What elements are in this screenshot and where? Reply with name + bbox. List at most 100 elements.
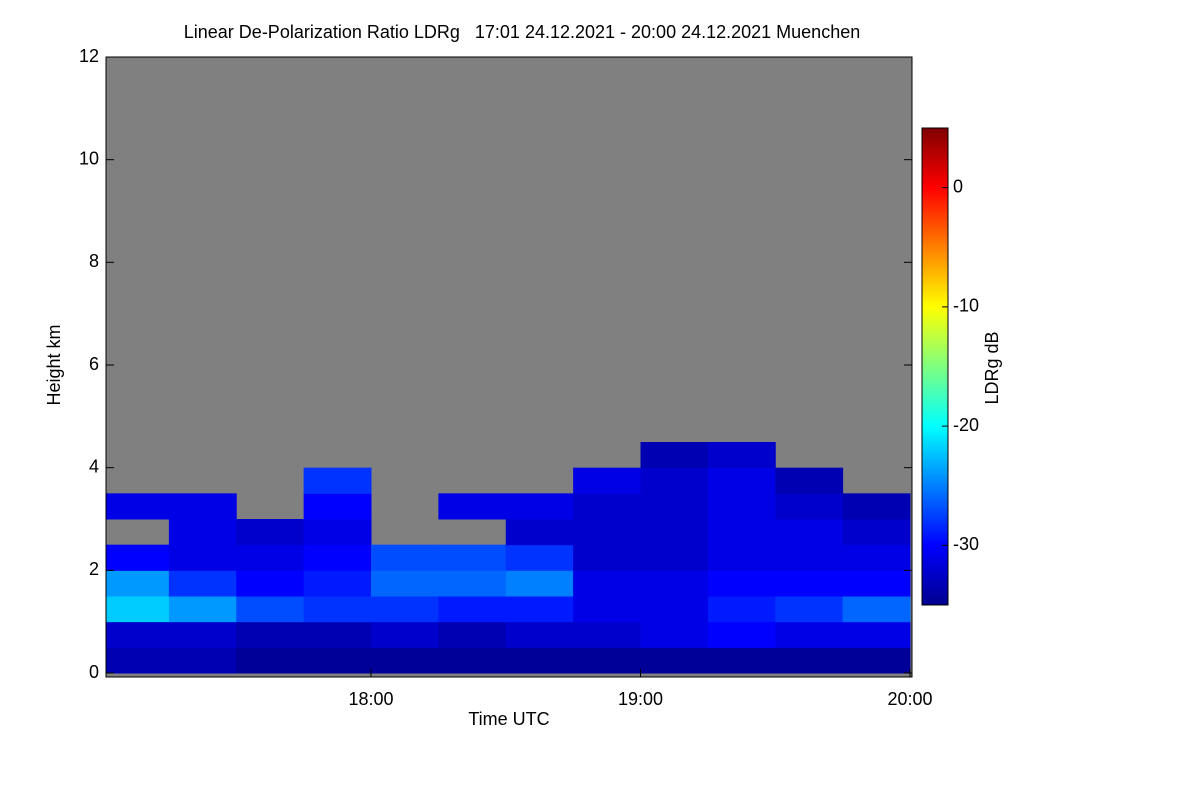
- heatmap-cell: [707, 467, 776, 494]
- heatmap: [106, 442, 911, 674]
- axes: 0 2 4 6 8 10 12 18:00 19:00 20:00 0 -10 -20 -30: [79, 46, 979, 709]
- heatmap-cell: [775, 596, 844, 623]
- heatmap-cell: [775, 467, 844, 494]
- heatmap-cell: [303, 519, 372, 546]
- heatmap-cell: [775, 621, 844, 648]
- heatmap-cell: [438, 544, 507, 571]
- heatmap-cell: [303, 544, 372, 571]
- heatmap-cell: [842, 519, 911, 546]
- heatmap-cell: [573, 621, 641, 648]
- heatmap-cell: [505, 493, 574, 520]
- heatmap-cell: [370, 544, 439, 571]
- heatmap-cell: [775, 570, 844, 597]
- x-tick-label: 19:00: [618, 689, 663, 709]
- heatmap-cell: [640, 544, 709, 571]
- heatmap-cell: [236, 621, 305, 648]
- heatmap-cell: [707, 647, 776, 674]
- heatmap-cell: [505, 570, 574, 597]
- heatmap-cell: [505, 519, 574, 546]
- heatmap-cell: [236, 544, 305, 571]
- heatmap-cell: [438, 493, 507, 520]
- heatmap-cell: [106, 621, 170, 648]
- heatmap-cell: [303, 570, 372, 597]
- plot-frame: [105, 56, 913, 678]
- heatmap-cell: [438, 647, 507, 674]
- heatmap-cell: [106, 570, 170, 597]
- colorbar-tick-label: -20: [953, 415, 979, 435]
- heatmap-cell: [438, 596, 507, 623]
- heatmap-cell: [303, 647, 372, 674]
- heatmap-cell: [775, 519, 844, 546]
- x-axis-label: Time UTC: [468, 709, 549, 729]
- heatmap-cell: [775, 544, 844, 571]
- heatmap-cell: [640, 647, 709, 674]
- heatmap-cell: [168, 621, 237, 648]
- heatmap-cell: [168, 596, 237, 623]
- heatmap-cell: [106, 647, 170, 674]
- heatmap-cell: [168, 493, 237, 520]
- heatmap-cell: [842, 570, 911, 597]
- heatmap-cell: [370, 570, 439, 597]
- heatmap-cell: [505, 621, 574, 648]
- heatmap-cell: [640, 596, 709, 623]
- heatmap-cell: [640, 570, 709, 597]
- heatmap-cell: [775, 493, 844, 520]
- heatmap-cell: [573, 493, 641, 520]
- heatmap-cell: [573, 570, 641, 597]
- heatmap-cell: [438, 570, 507, 597]
- chart-title: Linear De-Polarization Ratio LDRg 17:01 …: [184, 22, 860, 42]
- heatmap-cell: [168, 519, 237, 546]
- heatmap-cell: [640, 621, 709, 648]
- heatmap-cell: [842, 621, 911, 648]
- heatmap-cell: [303, 621, 372, 648]
- x-tick-label: 20:00: [887, 689, 932, 709]
- colorbar-tick-label: -30: [953, 534, 979, 554]
- heatmap-cell: [707, 519, 776, 546]
- x-tick-label: 18:00: [348, 689, 393, 709]
- heatmap-cell: [640, 493, 709, 520]
- y-tick-label: 0: [89, 662, 99, 682]
- colorbar: [921, 127, 949, 606]
- heatmap-cell: [842, 647, 911, 674]
- heatmap-cell: [370, 596, 439, 623]
- heatmap-cell: [505, 544, 574, 571]
- heatmap-cell: [505, 647, 574, 674]
- heatmap-cell: [236, 647, 305, 674]
- heatmap-cell: [168, 570, 237, 597]
- heatmap-cell: [303, 467, 372, 494]
- heatmap-cell: [842, 544, 911, 571]
- heatmap-cell: [842, 596, 911, 623]
- heatmap-cell: [303, 493, 372, 520]
- y-tick-label: 4: [89, 456, 99, 476]
- heatmap-cell: [707, 570, 776, 597]
- heatmap-cell: [236, 519, 305, 546]
- heatmap-cell: [303, 596, 372, 623]
- heatmap-cell: [573, 467, 641, 494]
- heatmap-cell: [573, 544, 641, 571]
- heatmap-cell: [236, 596, 305, 623]
- heatmap-cell: [168, 647, 237, 674]
- heatmap-cell: [707, 596, 776, 623]
- y-tick-label: 6: [89, 354, 99, 374]
- heatmap-cell: [370, 647, 439, 674]
- heatmap-cell: [573, 647, 641, 674]
- y-tick-label: 10: [79, 148, 99, 168]
- heatmap-cell: [236, 570, 305, 597]
- y-tick-label: 2: [89, 559, 99, 579]
- heatmap-cell: [707, 621, 776, 648]
- heatmap-cell: [640, 442, 709, 469]
- heatmap-cell: [573, 519, 641, 546]
- heatmap-cell: [707, 544, 776, 571]
- heatmap-cell: [842, 493, 911, 520]
- heatmap-cell: [106, 544, 170, 571]
- colorbar-label: LDRg dB: [982, 331, 1002, 404]
- heatmap-cell: [168, 544, 237, 571]
- heatmap-cell: [438, 621, 507, 648]
- y-tick-label: 12: [79, 46, 99, 66]
- heatmap-cell: [505, 596, 574, 623]
- heatmap-cell: [775, 647, 844, 674]
- heatmap-cell: [640, 519, 709, 546]
- heatmap-cell: [106, 596, 170, 623]
- heatmap-cell: [707, 442, 776, 469]
